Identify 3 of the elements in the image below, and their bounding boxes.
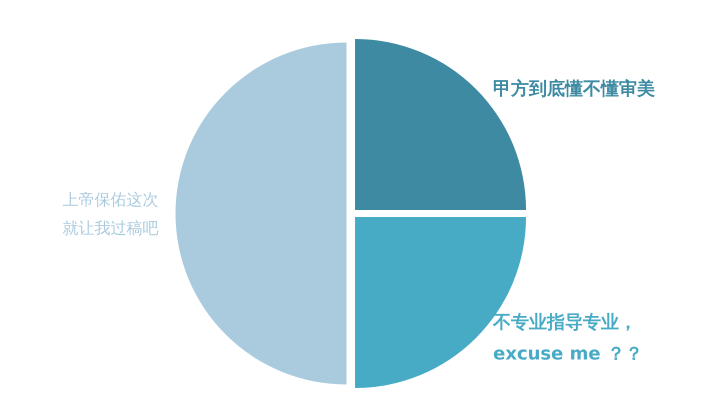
- slice-label: 甲方到底懂不懂审美: [493, 78, 656, 100]
- slice-label: 不专业指导专业，excuse me ？？: [492, 312, 643, 364]
- slice-label: 上帝保佑这次就让我过稿吧: [62, 190, 158, 238]
